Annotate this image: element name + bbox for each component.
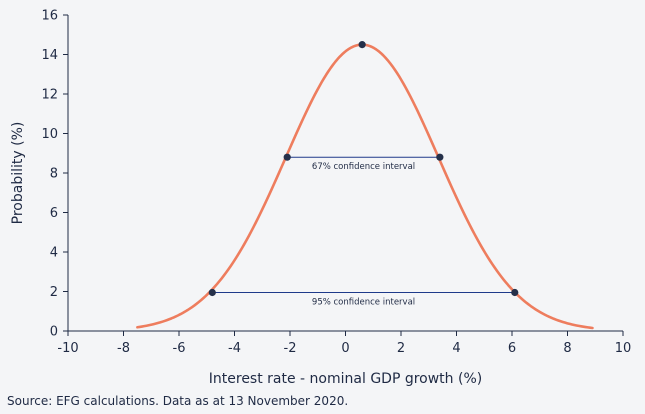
y-tick-label: 2: [50, 285, 58, 300]
y-tick-label: 0: [50, 325, 58, 340]
x-tick-label: -6: [173, 341, 186, 356]
point-layer: [208, 41, 519, 297]
chart: 0 2 4 6 8 10 12 14 16 -10 -8 -6 -4 -2 0 2 4 6 8 10 67% conf…: [10, 9, 631, 388]
y-tick-label: 14: [41, 48, 58, 63]
data-point: [511, 288, 519, 297]
data-point: [436, 153, 444, 161]
x-tick-label: 8: [563, 341, 571, 356]
distribution-curve: [136, 43, 594, 330]
data-point: [283, 153, 291, 161]
y-tick-label: 6: [50, 206, 58, 221]
y-tick-label: 16: [41, 9, 58, 24]
confidence-interval-label: 67% confidence interval: [312, 162, 415, 172]
y-tick-label: 10: [41, 127, 58, 142]
x-tick-label: 4: [452, 341, 460, 356]
curve-layer: [136, 43, 594, 330]
x-tick-label: -8: [117, 341, 130, 356]
interval-layer: 67% confidence interval 95% confidence in…: [212, 156, 515, 307]
source-note: Source: EFG calculations. Data as at 13 …: [7, 394, 349, 408]
x-tick-label: 10: [615, 341, 632, 356]
data-point: [208, 288, 216, 297]
x-tick-label: -4: [228, 341, 241, 356]
x-tick-label: 0: [341, 341, 349, 356]
y-tick-label: 12: [41, 88, 58, 103]
x-axis-title: Interest rate - nominal GDP growth (%): [209, 371, 482, 387]
x-tick-label: -2: [284, 341, 297, 356]
confidence-interval-label: 95% confidence interval: [312, 297, 415, 307]
axes: 0 2 4 6 8 10 12 14 16 -10 -8 -6 -4 -2 0 2 4 6 8 10: [41, 9, 631, 357]
y-tick-label: 4: [50, 246, 58, 261]
y-tick-label: 8: [50, 167, 58, 182]
x-tick-label: 6: [508, 341, 516, 356]
y-axis-title: Probability (%): [10, 122, 26, 225]
data-point: [358, 41, 366, 49]
x-tick-label: 2: [397, 341, 405, 356]
x-tick-label: -10: [57, 341, 78, 356]
